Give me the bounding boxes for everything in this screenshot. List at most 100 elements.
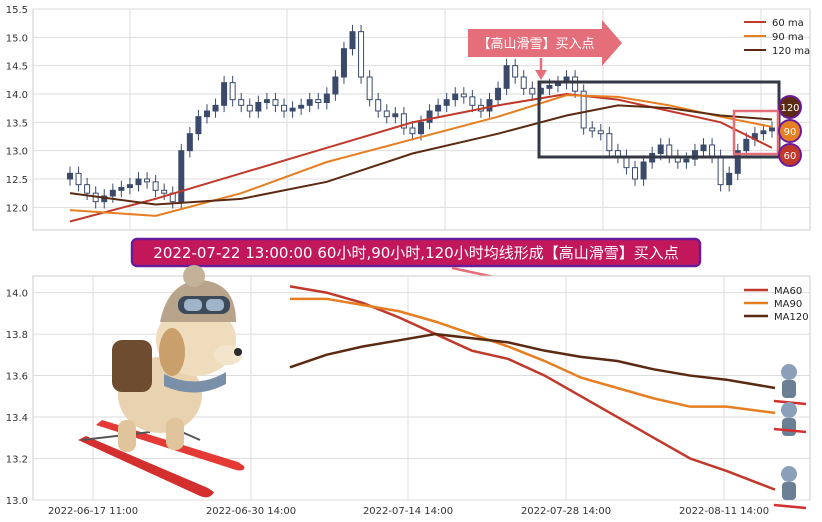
badge-60-label: 60 xyxy=(784,151,797,162)
legend-label-MA60: MA60 xyxy=(774,286,802,297)
caption-banner: 2022-07-22 13:00:00 60小时,90小时,120小时均线形成【… xyxy=(130,237,702,286)
bottom-y-tick-label: 14.0 xyxy=(6,289,28,300)
bottom-x-tick-label: 2022-06-30 14:00 xyxy=(206,506,296,517)
candle-body xyxy=(221,82,228,106)
top-grid xyxy=(33,8,810,230)
candle-body xyxy=(683,158,690,163)
top-y-tick-label: 13.5 xyxy=(6,118,28,129)
legend-label-MA90: MA90 xyxy=(774,299,802,310)
candle-body xyxy=(580,90,587,129)
top-y-tick-label: 12.5 xyxy=(6,175,28,186)
candle-body xyxy=(75,172,82,186)
top-y-tick-label: 13.0 xyxy=(6,147,28,158)
candle-body xyxy=(203,110,210,118)
candle-body xyxy=(246,104,253,112)
puppy-pompom xyxy=(183,265,205,287)
candle-body xyxy=(546,85,553,89)
candle-body xyxy=(289,107,296,112)
candle-body xyxy=(597,130,604,135)
top-price-panel: 12.0 12.5 13.0 13.5 14.0 14.5 15.0 15.5 【高山滑雪】买… xyxy=(6,5,811,231)
candle-body xyxy=(118,187,125,191)
legend-label-120ma: 120 ma xyxy=(772,46,810,57)
mini-skier-head xyxy=(781,364,797,380)
candle-body xyxy=(400,113,407,129)
candle-body xyxy=(700,144,707,152)
candle-body xyxy=(418,121,424,135)
candle-body xyxy=(135,178,142,186)
bottom-legend: MA60 MA90 MA120 xyxy=(744,286,809,323)
candle-body xyxy=(726,172,733,186)
candle-body xyxy=(495,87,502,101)
top-candles xyxy=(67,24,775,209)
goggle-lens-left xyxy=(184,299,202,311)
bottom-x-tick-label: 2022-07-14 14:00 xyxy=(363,506,453,517)
bottom-y-tick-label: 13.6 xyxy=(6,372,28,383)
candle-body xyxy=(272,99,279,106)
candle-body xyxy=(529,87,536,95)
candle-body xyxy=(632,167,639,180)
top-ma-line-120ma xyxy=(69,104,773,206)
mini-skier-head xyxy=(781,402,797,418)
candle-body xyxy=(178,150,185,203)
bottom-y-tick-label: 13.0 xyxy=(6,496,28,507)
puppy-ear xyxy=(159,328,185,376)
bottom-grid xyxy=(33,276,810,501)
badge-90-label: 90 xyxy=(784,127,797,138)
top-ma-line-60ma xyxy=(69,92,773,223)
candle-body xyxy=(306,99,313,106)
mini-skier-ski xyxy=(773,503,807,510)
legend-label-MA120: MA120 xyxy=(774,312,809,323)
candle-body xyxy=(734,150,741,174)
candle-body xyxy=(349,31,356,50)
candle-body xyxy=(383,110,390,118)
ma-badges: 120 90 60 xyxy=(778,95,802,167)
candle-body xyxy=(640,161,647,180)
top-legend: 60 ma 90 ma 120 ma xyxy=(744,18,810,57)
candle-body xyxy=(572,76,579,92)
mini-skier-icon xyxy=(773,402,807,436)
top-y-tick-label: 15.0 xyxy=(6,33,28,44)
candle-body xyxy=(161,189,168,194)
ski-left xyxy=(78,436,214,498)
candle-body xyxy=(460,93,467,98)
legend-label-90ma: 90 ma xyxy=(772,32,804,43)
caption-box xyxy=(130,237,702,268)
candle-body xyxy=(409,127,416,135)
candle-body xyxy=(152,181,159,191)
candle-body xyxy=(691,150,698,160)
candle-body xyxy=(298,104,305,109)
candle-body xyxy=(709,144,716,157)
mini-skier-icons xyxy=(773,364,807,510)
buy-point-callout: 【高山滑雪】买入点 xyxy=(468,20,622,80)
candle-body xyxy=(426,110,433,123)
badge-120 xyxy=(778,95,802,119)
badge-60 xyxy=(778,143,802,167)
candle-body xyxy=(717,155,724,186)
candle-body xyxy=(263,99,270,103)
bottom-x-ticks: 2022-06-17 11:00 2022-06-30 14:00 2022-07-… xyxy=(48,506,769,517)
candle-body xyxy=(109,189,116,197)
candle-body xyxy=(657,144,664,154)
candle-body xyxy=(144,178,151,183)
callout-pointer-head xyxy=(535,70,547,80)
caption-label: 2022-07-22 13:00:00 60小时,90小时,120小时均线形成【… xyxy=(153,244,678,262)
puppy-nose xyxy=(234,348,242,356)
puppy-leg-right xyxy=(166,418,184,450)
candle-body xyxy=(512,65,519,78)
candle-body xyxy=(315,99,322,103)
candle-body xyxy=(743,138,750,152)
puppy-scarf xyxy=(164,372,226,393)
convergence-box xyxy=(732,109,780,156)
candle-body xyxy=(435,104,442,112)
candle-body xyxy=(606,133,613,152)
bottom-x-tick-label: 2022-07-28 14:00 xyxy=(521,506,611,517)
callout-arrow-shape xyxy=(468,20,622,66)
mini-skier-ski xyxy=(773,427,807,434)
top-ma-lines xyxy=(69,92,773,223)
ski-pole-left xyxy=(81,431,151,441)
mini-skier-body xyxy=(782,482,796,500)
candle-body xyxy=(760,130,767,135)
bottom-y-tick-label: 13.8 xyxy=(6,330,28,341)
mini-skier-body xyxy=(782,418,796,436)
candle-body xyxy=(452,93,459,101)
